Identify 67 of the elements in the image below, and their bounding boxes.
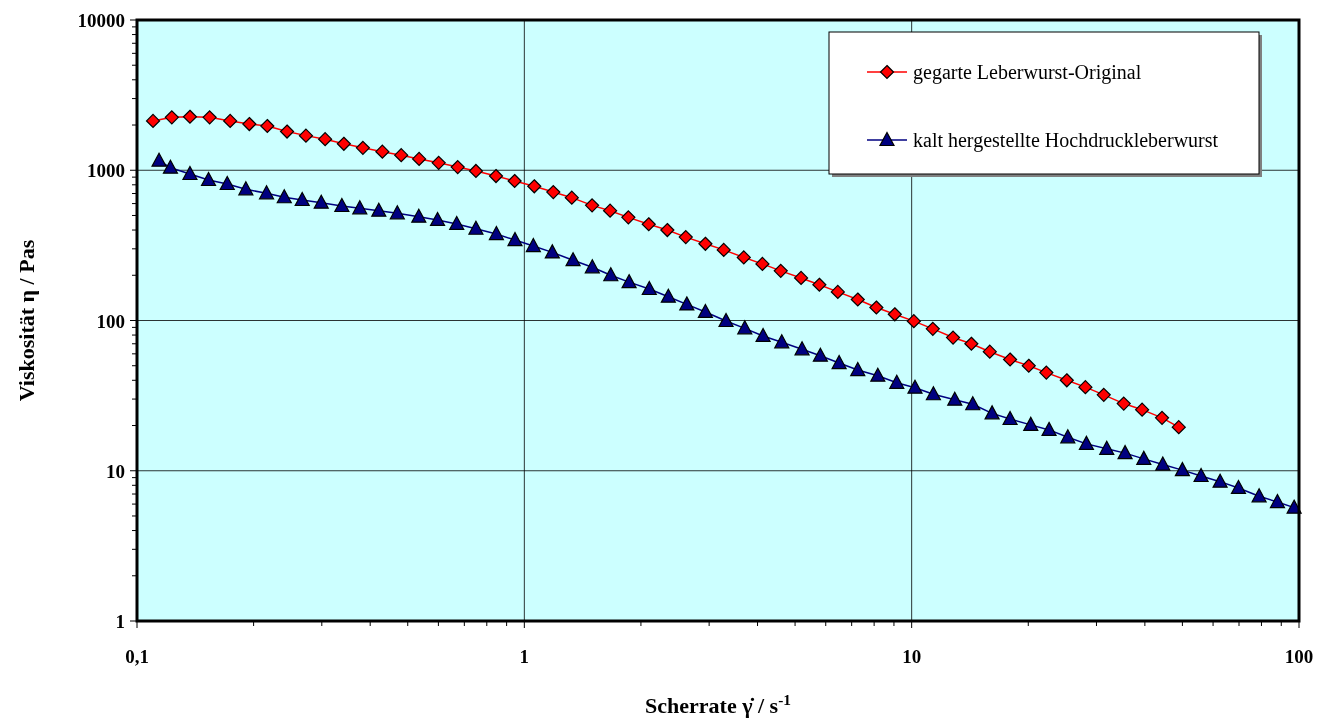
point (223, 113, 238, 129)
point (660, 222, 675, 238)
point (830, 284, 845, 299)
y-tick-label: 10000 (77, 10, 125, 31)
point (773, 263, 788, 278)
point (202, 110, 217, 125)
point (812, 277, 827, 292)
point (793, 270, 809, 286)
point (164, 110, 179, 125)
point (641, 217, 656, 232)
point (964, 336, 979, 351)
point (564, 190, 579, 205)
point (887, 307, 902, 322)
y-tick-label: 10 (106, 460, 125, 482)
point (318, 132, 333, 147)
point (431, 155, 446, 170)
point (355, 140, 370, 155)
point (1135, 402, 1150, 417)
point (450, 159, 465, 175)
point (394, 148, 409, 163)
x-tick-label: 1 (519, 646, 530, 667)
x-axis-title: Scherrate γ̇ / s$^{-1}$ (645, 690, 791, 718)
point (678, 230, 693, 245)
x-tick-label: 0,1 (125, 646, 149, 667)
y-tick-label: 1 (115, 611, 125, 632)
point (507, 173, 522, 189)
point (242, 116, 257, 132)
point (850, 292, 865, 307)
point (298, 128, 314, 143)
point (1096, 387, 1111, 402)
y-axis-title: Viskosität η / Pas (14, 239, 39, 402)
point (546, 184, 561, 200)
point (182, 109, 198, 124)
point (527, 179, 542, 194)
point (925, 321, 940, 336)
x-tick-label: 10 (902, 646, 922, 667)
point (736, 250, 751, 265)
point (145, 113, 161, 129)
point (584, 198, 600, 213)
point (412, 151, 427, 166)
point (1002, 352, 1018, 367)
point (336, 136, 351, 151)
x-tick-label: 100 (1284, 646, 1314, 667)
y-tick-label: 1000 (87, 160, 125, 182)
point (1116, 396, 1131, 411)
point (621, 210, 636, 225)
point (488, 168, 504, 184)
point (1039, 365, 1054, 380)
y-tick-label: 100 (96, 310, 125, 332)
point (260, 118, 275, 134)
point (755, 256, 770, 272)
point (1154, 410, 1170, 425)
point (698, 236, 713, 251)
legend-label: kalt hergestellte Hochdruckleberwurst (913, 129, 1219, 152)
point (945, 330, 961, 345)
point (716, 242, 731, 258)
legend-label: gegarte Leberwurst-Original (913, 61, 1142, 84)
point (375, 144, 390, 159)
point (906, 314, 921, 329)
point (1059, 373, 1074, 388)
point (602, 203, 618, 218)
point (468, 163, 484, 179)
point (982, 344, 997, 359)
point (1078, 380, 1093, 395)
point (869, 300, 884, 315)
point (279, 124, 295, 139)
point (1021, 358, 1036, 373)
